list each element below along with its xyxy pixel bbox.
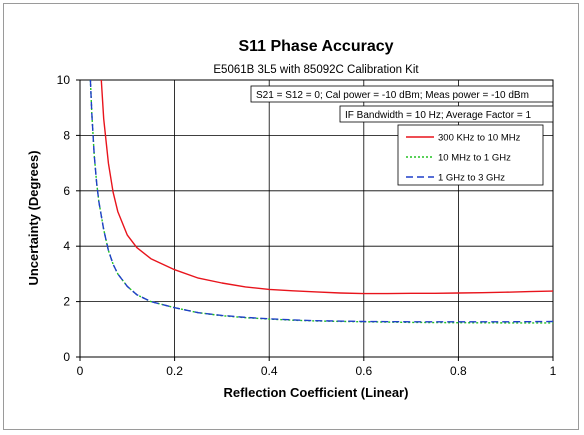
series-line-2 xyxy=(89,79,554,323)
legend: 300 KHz to 10 MHz 10 MHz to 1 GHz 1 GHz to… xyxy=(397,124,544,186)
y-axis-ticks: 0 2 4 6 8 10 xyxy=(57,73,80,364)
x-tick-label: 0 xyxy=(77,364,84,378)
chart-frame xyxy=(3,3,579,430)
grid xyxy=(80,80,553,357)
y-tick-label: 2 xyxy=(63,295,70,309)
x-axis-ticks: 0 0.2 0.4 0.6 0.8 1 xyxy=(77,357,557,378)
series-line-0 xyxy=(100,79,554,295)
annotation-box-2: IF Bandwidth = 10 Hz; Average Factor = 1 xyxy=(339,105,554,123)
y-tick-label: 0 xyxy=(63,350,70,364)
annotation-if-bandwidth: IF Bandwidth = 10 Hz; Average Factor = 1 xyxy=(345,110,531,121)
annotation-box-1: S21 = S12 = 0; Cal power = -10 dBm; Meas… xyxy=(250,85,554,103)
x-axis-label: Reflection Coefficient (Linear) xyxy=(224,385,409,400)
legend-entry-2: 1 GHz to 3 GHz xyxy=(438,173,505,184)
legend-entry-1: 10 MHz to 1 GHz xyxy=(438,153,511,164)
x-tick-label: 0.4 xyxy=(261,364,278,378)
x-tick-label: 0.2 xyxy=(166,364,183,378)
plot-area xyxy=(79,79,554,358)
x-tick-label: 1 xyxy=(550,364,557,378)
y-tick-label: 10 xyxy=(57,73,71,87)
x-tick-label: 0.8 xyxy=(450,364,467,378)
legend-entry-0: 300 KHz to 10 MHz xyxy=(438,133,521,144)
series-lines xyxy=(89,79,554,324)
x-tick-label: 0.6 xyxy=(355,364,372,378)
y-tick-label: 8 xyxy=(63,128,70,142)
chart-title: S11 Phase Accuracy xyxy=(238,38,393,55)
chart-subtitle: E5061B 3L5 with 85092C Calibration Kit xyxy=(213,64,419,76)
y-tick-label: 4 xyxy=(63,239,70,253)
y-axis-label: Uncertainty (Degrees) xyxy=(26,150,41,285)
y-tick-label: 6 xyxy=(63,184,70,198)
annotation-conditions: S21 = S12 = 0; Cal power = -10 dBm; Meas… xyxy=(256,90,529,101)
